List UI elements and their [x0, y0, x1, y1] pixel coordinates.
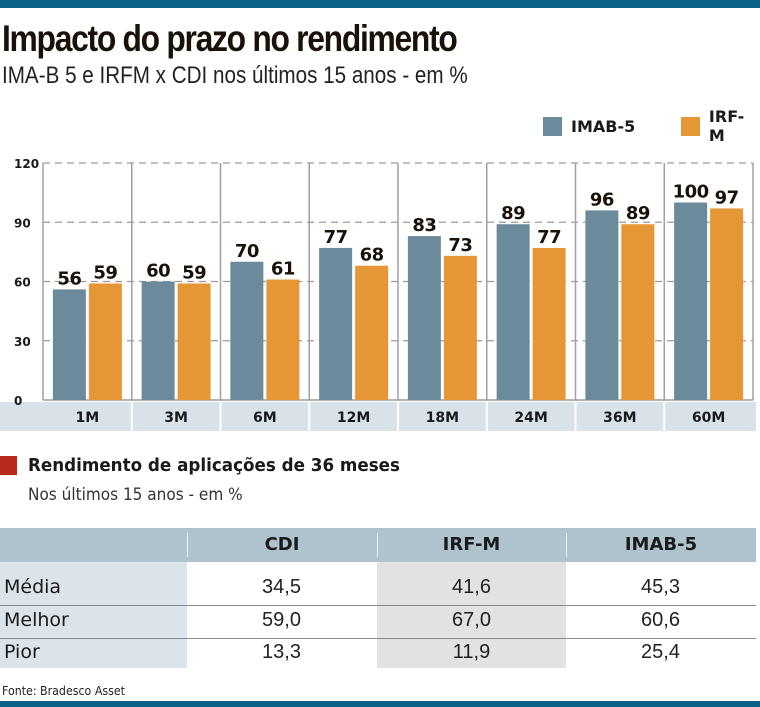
category-band-cell	[399, 402, 486, 431]
chart-subtitle: IMA-B 5 e IRFM x CDI nos últimos 15 anos…	[2, 62, 468, 89]
bar-imab5	[407, 236, 441, 400]
data-label: 73	[448, 235, 472, 256]
x-tick-label: 12M	[337, 410, 370, 426]
bar-irfm	[532, 247, 566, 400]
row-divider	[0, 638, 756, 639]
legend-item-irfm: IRF-M	[681, 107, 760, 145]
x-tick-label: 6M	[253, 410, 277, 426]
x-tick-label: 60M	[692, 410, 725, 426]
category-band-layer: 1M 3M 6M 12M 18M 24M 36M 60M	[0, 402, 756, 431]
data-label: 61	[271, 259, 295, 280]
column-header-imab5: IMAB-5	[624, 534, 698, 555]
y-tick-label: 30	[14, 335, 31, 349]
table-row-media: Média 34,5 41,6 45,3	[0, 572, 756, 603]
cell-imab5: 45,3	[641, 576, 680, 598]
category-band-cell	[487, 402, 575, 431]
category-band-cell	[221, 402, 309, 431]
data-label: 89	[501, 203, 525, 224]
cell-cdi: 13,3	[262, 641, 301, 663]
cell-irfm: 67,0	[452, 609, 491, 631]
bar-imab5	[319, 247, 353, 400]
section-subtitle: Nos últimos 15 anos - em %	[28, 485, 243, 505]
row-label: Média	[4, 576, 62, 598]
bar-irfm	[443, 255, 477, 400]
bar-irfm	[177, 283, 211, 400]
data-label: 70	[235, 241, 259, 262]
data-label: 97	[715, 187, 739, 208]
y-tick-label: 120	[14, 157, 39, 171]
category-band-cell	[0, 402, 131, 431]
bar-irfm	[621, 224, 655, 400]
source-note: Fonte: Bradesco Asset	[2, 684, 126, 698]
legend-label-irfm: IRF-M	[708, 107, 745, 145]
row-divider	[0, 605, 756, 606]
column-header-cdi: CDI	[264, 534, 300, 555]
label-column-bg	[0, 562, 187, 668]
table-header: CDI IRF-M IMAB-5	[0, 528, 756, 562]
category-band-cell	[665, 402, 756, 431]
legend-swatch-irfm	[681, 116, 700, 136]
data-label: 83	[412, 215, 436, 236]
cell-imab5: 25,4	[641, 641, 680, 663]
cell-imab5: 60,6	[641, 609, 680, 631]
bar-imab5	[230, 261, 264, 400]
chart-title: Impacto do prazo no rendimento	[2, 18, 458, 59]
y-tick-label: 60	[14, 276, 31, 290]
x-tick-label: 24M	[514, 410, 547, 426]
header-divider	[377, 533, 378, 557]
row-label: Pior	[4, 641, 40, 663]
y-tick-label: 90	[14, 216, 31, 230]
x-tick-label: 36M	[603, 410, 636, 426]
bar-imab5	[585, 210, 619, 400]
data-label: 56	[57, 268, 81, 289]
legend-label-imab5: IMAB-5	[571, 116, 636, 136]
x-tick-label: 3M	[164, 410, 188, 426]
bar-irfm	[266, 279, 300, 400]
cell-irfm: 11,9	[452, 641, 491, 663]
bar-imab5	[141, 281, 175, 400]
data-label: 59	[93, 262, 117, 283]
bar-imab5	[674, 202, 708, 400]
bar-imab5	[52, 289, 86, 400]
bar-imab5	[496, 224, 530, 400]
cell-cdi: 59,0	[262, 609, 301, 631]
top-accent-bar	[0, 0, 760, 8]
legend-swatch-imab5	[543, 116, 562, 136]
bottom-accent-bar	[0, 701, 760, 707]
legend-item-imab5: IMAB-5	[543, 116, 635, 136]
cell-cdi: 34,5	[262, 576, 301, 598]
data-label: 59	[182, 262, 206, 283]
table-row-pior: Pior 13,3 11,9 25,4	[0, 637, 756, 668]
table-row-melhor: Melhor 59,0 67,0 60,6	[0, 605, 756, 636]
data-label: 68	[360, 245, 384, 266]
y-tick-label: 0	[14, 394, 22, 408]
column-header-irfm: IRF-M	[442, 534, 501, 555]
category-band-cell	[576, 402, 664, 431]
data-label: 89	[626, 203, 650, 224]
bar-irfm	[88, 283, 122, 400]
bar-irfm	[710, 208, 744, 400]
category-band-cell	[310, 402, 397, 431]
irfm-column-bg	[377, 562, 566, 668]
bar-layer	[52, 202, 744, 400]
row-label: Melhor	[4, 609, 69, 631]
section-marker	[0, 456, 17, 475]
data-label: 77	[537, 227, 561, 248]
x-tick-label: 18M	[426, 410, 459, 426]
header-divider	[566, 533, 567, 557]
data-label: 77	[324, 227, 348, 248]
cell-irfm: 41,6	[452, 576, 491, 598]
category-band-cell	[132, 402, 220, 431]
data-label-layer: 56 60 70 77 83 89 96 100 59 59 61 68 73 77 89 97	[57, 182, 739, 290]
y-tick-layer: 0 30 60 90 120	[14, 157, 39, 408]
x-tick-label: 1M	[76, 410, 100, 426]
data-label: 60	[146, 261, 170, 282]
header-divider	[187, 533, 188, 557]
bar-irfm	[355, 265, 389, 400]
data-label: 96	[590, 189, 614, 210]
section-title: Rendimento de aplicações de 36 meses	[28, 455, 400, 476]
data-label: 100	[673, 182, 709, 203]
